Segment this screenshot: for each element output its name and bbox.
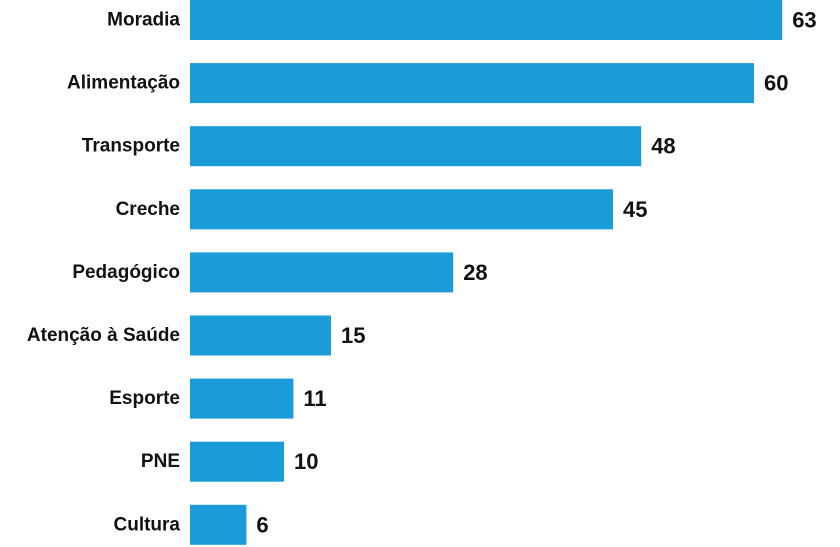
category-labels: Moradia Alimentação Transporte Creche Pedagó… bbox=[27, 10, 181, 536]
value-labels: 63 60 48 45 28 15 11 10 6 bbox=[256, 8, 816, 538]
bar-pne bbox=[190, 441, 284, 482]
bar-cultura bbox=[190, 504, 247, 545]
value-label-moradia: 63 bbox=[792, 8, 816, 33]
category-label-alimentacao: Alimentação bbox=[67, 73, 180, 94]
value-label-atencao-a-saude: 15 bbox=[341, 323, 365, 348]
value-label-creche: 45 bbox=[623, 197, 647, 222]
value-label-transporte: 48 bbox=[651, 134, 675, 159]
category-label-atencao-a-saude: Atenção à Saúde bbox=[27, 325, 180, 346]
value-label-esporte: 11 bbox=[303, 386, 326, 411]
bar-atencao-a-saude bbox=[190, 315, 331, 356]
category-label-esporte: Esporte bbox=[109, 388, 180, 409]
category-label-pedagogico: Pedagógico bbox=[72, 262, 180, 283]
bar-creche bbox=[190, 189, 613, 230]
bar-esporte bbox=[190, 378, 294, 419]
bar-moradia bbox=[190, 0, 783, 40]
value-label-alimentacao: 60 bbox=[764, 71, 788, 96]
value-label-cultura: 6 bbox=[256, 512, 268, 537]
category-label-pne: PNE bbox=[141, 451, 180, 472]
bar-pedagogico bbox=[190, 252, 454, 293]
bar-alimentacao bbox=[190, 63, 754, 104]
category-label-cultura: Cultura bbox=[114, 514, 181, 535]
value-label-pne: 10 bbox=[294, 449, 318, 474]
category-label-creche: Creche bbox=[116, 199, 180, 220]
category-label-moradia: Moradia bbox=[107, 10, 180, 31]
bars bbox=[190, 0, 783, 545]
category-label-transporte: Transporte bbox=[82, 136, 180, 157]
value-label-pedagogico: 28 bbox=[463, 260, 487, 285]
bar-transporte bbox=[190, 126, 642, 167]
